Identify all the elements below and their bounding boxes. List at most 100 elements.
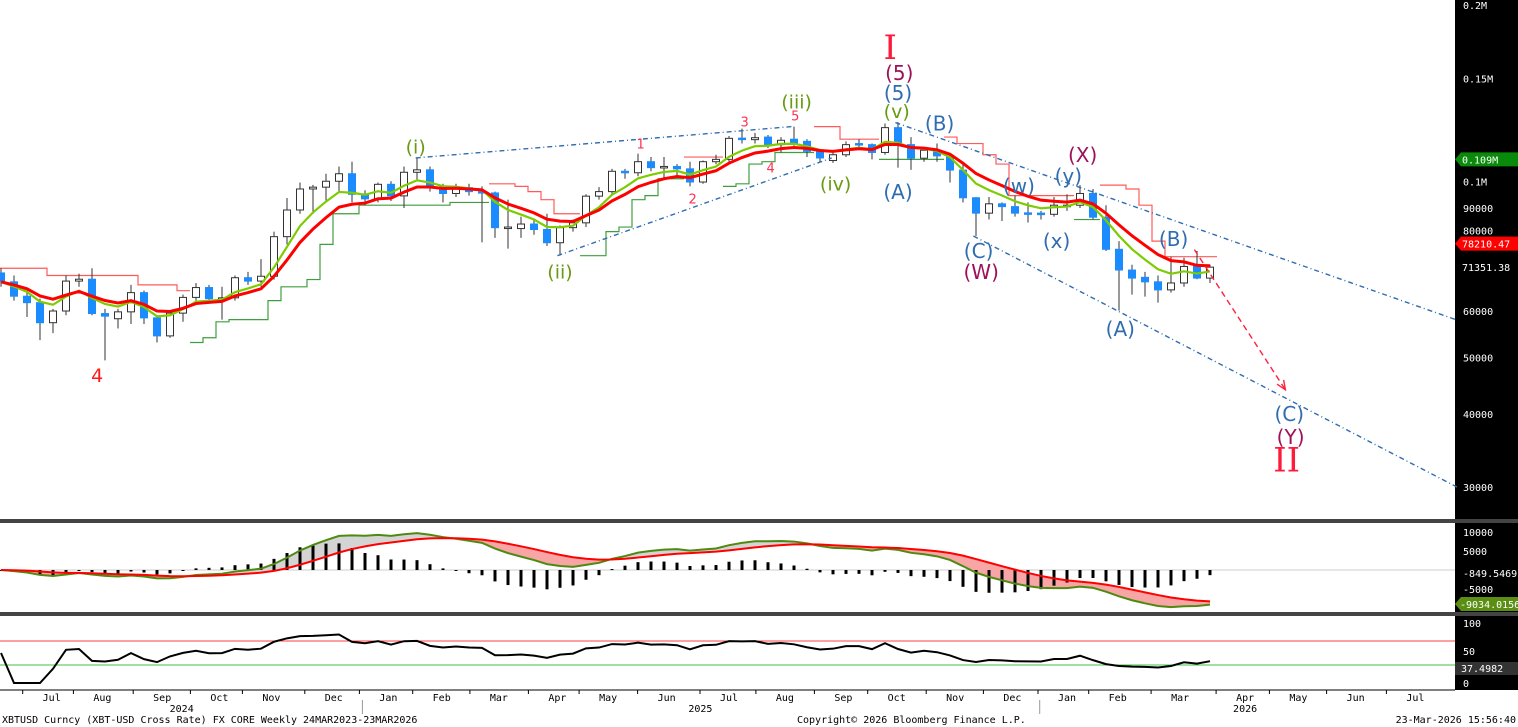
moving-averages bbox=[0, 140, 1211, 318]
macd-histogram-bar bbox=[506, 570, 510, 586]
trendlines bbox=[415, 121, 1458, 488]
rsi-tick-label: 0 bbox=[1463, 679, 1469, 690]
month-label: Jun bbox=[1347, 693, 1365, 704]
wave-label: 4 bbox=[766, 162, 774, 177]
month-label: Jun bbox=[658, 693, 676, 704]
macd-histogram-bar bbox=[1013, 570, 1017, 593]
macd-tick-label: 5000 bbox=[1463, 547, 1487, 558]
panel-divider[interactable] bbox=[0, 612, 1518, 616]
macd-histogram-bar bbox=[155, 570, 159, 575]
macd-fill bbox=[1028, 572, 1041, 588]
macd-histogram-bar bbox=[233, 565, 237, 570]
rsi-value-label: 37.4982 bbox=[1461, 664, 1503, 675]
candle-down bbox=[205, 287, 213, 300]
macd-histogram-bar bbox=[792, 565, 796, 570]
month-label: Jul bbox=[1406, 693, 1424, 704]
macd-histogram-bar bbox=[64, 570, 68, 573]
macd-tick-label: -5000 bbox=[1463, 585, 1493, 596]
candle-up bbox=[335, 173, 343, 182]
candle-down bbox=[1154, 281, 1162, 291]
macd-histogram-bar bbox=[1182, 570, 1186, 582]
wave-label: (Y) bbox=[1277, 425, 1305, 449]
candle-down bbox=[959, 169, 967, 199]
price-tick-label: 0.2M bbox=[1463, 1, 1487, 12]
macd-histogram-bar bbox=[77, 570, 81, 571]
candle-down bbox=[1128, 269, 1136, 279]
macd-histogram-bar bbox=[909, 570, 913, 577]
macd-histogram-bar bbox=[740, 560, 744, 570]
macd-histogram-bar bbox=[363, 552, 367, 570]
price-tag bbox=[1455, 152, 1518, 167]
wave-label: (X) bbox=[1068, 143, 1097, 167]
rsi-line bbox=[0, 633, 1211, 684]
wave-label: (A) bbox=[1106, 317, 1135, 341]
candle-down bbox=[1011, 206, 1019, 214]
candle-down bbox=[101, 313, 109, 317]
macd-fill bbox=[989, 562, 1002, 581]
macd-histogram-bar bbox=[1117, 570, 1121, 585]
macd-histogram-bar bbox=[1078, 570, 1082, 579]
candle-up bbox=[920, 149, 928, 159]
macd-histogram-bar bbox=[493, 570, 497, 582]
wave-label: (ii) bbox=[547, 261, 572, 283]
candle-down bbox=[491, 192, 499, 229]
macd-line bbox=[0, 532, 1211, 609]
macd-fill bbox=[339, 535, 352, 553]
macd-histogram-bar bbox=[246, 564, 250, 570]
macd-fill bbox=[950, 553, 963, 567]
channel-upper-line bbox=[895, 121, 1458, 321]
wave-label: I bbox=[883, 28, 896, 68]
macd-histogram-bar bbox=[623, 565, 627, 570]
rsi-value-tag bbox=[1455, 662, 1518, 675]
panel-divider[interactable] bbox=[0, 519, 1518, 523]
candle-down bbox=[673, 165, 681, 170]
macd-histogram-bar bbox=[337, 543, 341, 570]
macd-fill bbox=[1171, 597, 1184, 608]
macd-histogram-bar bbox=[961, 570, 965, 587]
month-label: Oct bbox=[210, 693, 228, 704]
macd-fill bbox=[1145, 592, 1158, 606]
macd-histogram-bar bbox=[636, 562, 640, 570]
candles bbox=[0, 122, 1214, 361]
macd-panel: 10000 5000 -5000 -849.5469 -9034.0156 bbox=[0, 528, 1518, 611]
wave-label: (W) bbox=[964, 260, 999, 284]
price-tag-label: 78210.47 bbox=[1462, 240, 1510, 251]
candle-down bbox=[1102, 216, 1110, 250]
price-tick-label: 40000 bbox=[1463, 410, 1493, 421]
macd-histogram-bar bbox=[987, 570, 991, 593]
macd-histogram-bar bbox=[545, 570, 549, 590]
candle-up bbox=[517, 223, 525, 230]
candle-up bbox=[179, 296, 187, 314]
macd-fill bbox=[1158, 595, 1171, 608]
month-label: Dec bbox=[1003, 693, 1021, 704]
macd-histogram-value: -849.5469 bbox=[1463, 569, 1517, 580]
candle-down bbox=[530, 223, 538, 230]
candle-up bbox=[608, 170, 616, 193]
candle-down bbox=[36, 302, 44, 324]
wave-label: (w) bbox=[1003, 174, 1035, 198]
trailing-stop-lines bbox=[0, 126, 1217, 344]
macd-histogram-bar bbox=[207, 567, 211, 570]
macd-histogram-bar bbox=[675, 562, 679, 570]
price-axis-background bbox=[1455, 0, 1518, 690]
candle-up bbox=[985, 203, 993, 214]
price-axis: 0.2M 0.15M 0.1M 90000 80000 60000 50000 40000 30… bbox=[1455, 1, 1518, 494]
candle-up bbox=[881, 127, 889, 153]
wave-label: 2 bbox=[688, 192, 696, 207]
macd-histogram-bar bbox=[662, 561, 666, 570]
macd-value-tag bbox=[1455, 597, 1518, 611]
wave-label: (C) bbox=[964, 239, 994, 263]
candle-up bbox=[595, 191, 603, 197]
candle-up bbox=[283, 209, 291, 238]
macd-histogram-bar bbox=[922, 570, 926, 577]
resistance-step-line bbox=[0, 267, 190, 292]
candle-up bbox=[49, 310, 57, 324]
macd-histogram-bar bbox=[779, 563, 783, 570]
candle-up bbox=[1050, 204, 1058, 215]
month-label: Aug bbox=[93, 693, 111, 704]
macd-histogram-bar bbox=[467, 570, 471, 574]
channel-lower-line bbox=[973, 235, 1458, 488]
wave-label: II bbox=[1273, 441, 1300, 481]
macd-histogram-bar bbox=[1104, 570, 1108, 582]
month-label: Mar bbox=[1171, 693, 1189, 704]
